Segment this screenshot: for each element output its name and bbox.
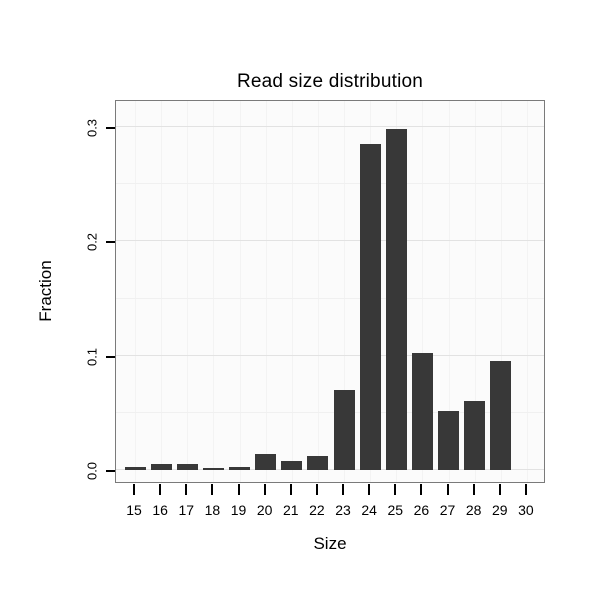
x-tick-mark <box>420 484 423 495</box>
chart-title: Read size distribution <box>236 71 424 92</box>
x-axis-title: Size <box>313 534 347 553</box>
y-tick-mark <box>106 355 115 358</box>
gridline-vertical <box>344 101 346 482</box>
x-tick-label: 19 <box>230 502 247 518</box>
y-tick-label: 0.1 <box>84 347 100 366</box>
bar <box>333 389 355 470</box>
x-tick-label: 15 <box>126 502 142 518</box>
x-tick-mark <box>446 484 449 495</box>
y-axis-title: Fraction <box>36 260 55 322</box>
bar <box>464 401 486 470</box>
y-tick-mark <box>106 470 115 472</box>
x-tick-mark <box>185 484 188 495</box>
x-tick-mark <box>472 484 475 495</box>
plot-panel <box>115 100 545 483</box>
bar <box>359 144 381 470</box>
x-tick-mark <box>133 484 136 495</box>
x-tick-label: 18 <box>204 502 221 518</box>
x-tick-label: 26 <box>413 502 430 518</box>
bar <box>229 466 251 470</box>
x-tick-label: 30 <box>518 502 534 518</box>
bar <box>307 456 329 470</box>
gridline-major <box>116 126 544 127</box>
y-tick-label: 0.0 <box>84 461 100 481</box>
gridline-major <box>116 240 544 242</box>
x-tick-mark <box>263 484 266 495</box>
gridline-vertical <box>317 101 319 482</box>
gridline-vertical <box>213 101 215 482</box>
x-tick-mark <box>159 484 162 495</box>
bar <box>202 467 224 470</box>
x-tick-mark <box>315 484 318 495</box>
gridline-vertical <box>161 101 163 482</box>
x-tick-label: 16 <box>152 502 168 518</box>
bar <box>255 454 277 470</box>
gridline-major <box>116 354 544 356</box>
x-tick-label: 25 <box>387 502 404 518</box>
x-tick-label: 22 <box>309 502 325 518</box>
x-tick-mark <box>237 484 240 495</box>
bar <box>281 460 303 470</box>
x-tick-label: 24 <box>361 502 377 518</box>
gridline-major <box>116 469 544 470</box>
bar <box>385 129 407 470</box>
x-tick-mark <box>211 484 214 495</box>
gridline-minor <box>116 183 544 185</box>
x-tick-label: 28 <box>465 502 482 518</box>
x-tick-label: 27 <box>439 502 456 518</box>
gridline-vertical <box>500 101 502 482</box>
gridline-minor <box>116 297 544 299</box>
x-tick-mark <box>498 484 501 495</box>
x-tick-mark <box>342 484 345 495</box>
gridline-vertical <box>135 101 137 482</box>
bar <box>438 410 460 470</box>
gridline-minor <box>116 411 544 413</box>
x-tick-label: 20 <box>256 502 273 518</box>
y-tick-label: 0.3 <box>84 118 100 138</box>
bar <box>176 464 198 470</box>
bar <box>490 361 512 470</box>
bar <box>124 466 146 470</box>
x-tick-mark <box>394 484 397 495</box>
y-tick-mark <box>106 241 115 244</box>
y-tick-label: 0.2 <box>84 233 100 252</box>
x-tick-label: 23 <box>335 502 351 518</box>
gridline-vertical <box>265 101 267 482</box>
x-tick-mark <box>524 484 527 495</box>
gridline-vertical <box>291 101 293 482</box>
x-tick-label: 29 <box>492 502 508 518</box>
x-tick-mark <box>368 484 371 495</box>
y-tick-mark <box>106 127 115 129</box>
gridline-vertical <box>422 101 424 482</box>
gridline-vertical <box>474 101 476 482</box>
gridline-vertical <box>187 101 189 482</box>
gridline-vertical <box>239 101 241 482</box>
gridline-vertical <box>448 101 450 482</box>
gridline-vertical <box>526 101 528 482</box>
x-tick-mark <box>289 484 292 495</box>
x-tick-label: 21 <box>283 502 299 518</box>
bar <box>150 464 172 470</box>
x-tick-label: 17 <box>178 502 195 518</box>
bar <box>411 353 433 470</box>
